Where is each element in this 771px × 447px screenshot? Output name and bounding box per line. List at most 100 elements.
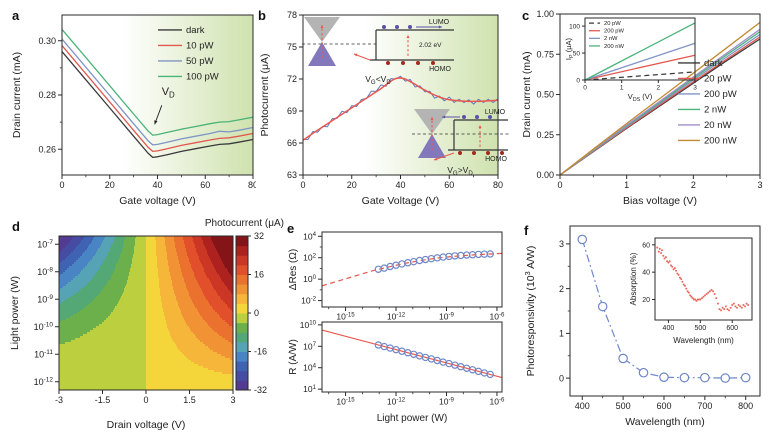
svg-text:10-12: 10-12 [34, 377, 54, 387]
svg-text:1.5: 1.5 [183, 395, 196, 405]
svg-text:0: 0 [300, 180, 305, 190]
svg-text:1.00: 1.00 [536, 9, 554, 19]
svg-text:500: 500 [616, 401, 631, 411]
svg-text:10-15: 10-15 [336, 311, 355, 321]
svg-text:500: 500 [694, 325, 706, 332]
svg-text:100: 100 [303, 274, 316, 284]
svg-text:-32: -32 [254, 385, 267, 395]
svg-text:Photocurrent (μA): Photocurrent (μA) [205, 218, 284, 229]
svg-text:LUMO: LUMO [485, 109, 506, 116]
panel-label-b: b [258, 8, 266, 23]
svg-text:0.75: 0.75 [536, 49, 554, 59]
svg-text:ΔRes (Ω): ΔRes (Ω) [288, 249, 299, 290]
svg-text:400: 400 [663, 325, 675, 332]
svg-text:0: 0 [576, 77, 580, 84]
svg-text:Gate Voltage (V): Gate Voltage (V) [362, 195, 440, 207]
svg-text:10-11: 10-11 [34, 349, 53, 359]
svg-text:VG>VD: VG>VD [447, 165, 473, 177]
svg-text:60: 60 [642, 242, 650, 249]
panel-label-f: f [524, 223, 529, 238]
svg-text:Light power (W): Light power (W) [377, 413, 448, 424]
svg-text:104: 104 [303, 362, 316, 372]
svg-text:Gate voltage (V): Gate voltage (V) [119, 195, 195, 207]
svg-text:20 nW: 20 nW [704, 120, 731, 131]
svg-text:600: 600 [726, 325, 738, 332]
svg-text:72: 72 [287, 74, 297, 84]
svg-text:100: 100 [569, 23, 580, 30]
svg-text:20 pW: 20 pW [604, 21, 621, 27]
svg-text:0: 0 [583, 85, 587, 92]
svg-text:2: 2 [691, 180, 696, 190]
svg-text:40: 40 [395, 180, 405, 190]
svg-text:200 pW: 200 pW [604, 29, 625, 35]
svg-text:0.30: 0.30 [38, 36, 56, 46]
svg-text:10-6: 10-6 [490, 396, 506, 406]
svg-text:1: 1 [559, 329, 564, 339]
svg-text:1: 1 [624, 180, 629, 190]
panel-e-loglog-charts: 10-15 10-12 10-9 10-6 10-2 100 102 104 ΔRes (Ω) 1… [288, 231, 506, 424]
svg-text:63: 63 [287, 170, 297, 180]
svg-text:200 nW: 200 nW [704, 136, 737, 147]
svg-text:2 nW: 2 nW [704, 105, 726, 116]
svg-text:10-9: 10-9 [439, 396, 455, 406]
svg-text:101: 101 [303, 384, 316, 394]
svg-text:10-12: 10-12 [387, 311, 406, 321]
svg-text:0.00: 0.00 [536, 170, 554, 180]
svg-text:Photocurrent (μA): Photocurrent (μA) [259, 53, 271, 136]
svg-text:10-2: 10-2 [301, 295, 317, 305]
svg-text:dark: dark [186, 25, 205, 36]
svg-text:VDS (V): VDS (V) [628, 92, 653, 103]
svg-text:Drain voltage (V): Drain voltage (V) [107, 419, 186, 431]
svg-text:60: 60 [200, 180, 210, 190]
svg-text:IP (μA): IP (μA) [564, 37, 575, 60]
svg-text:VG<VD: VG<VD [365, 74, 391, 86]
svg-text:80: 80 [248, 180, 256, 190]
svg-text:700: 700 [697, 401, 712, 411]
svg-text:10-10: 10-10 [34, 322, 54, 332]
svg-text:VD: VD [162, 86, 175, 100]
svg-text:0: 0 [143, 395, 148, 405]
svg-text:50: 50 [573, 50, 581, 57]
svg-text:2: 2 [657, 85, 661, 92]
svg-text:20: 20 [642, 297, 650, 304]
svg-text:0.26: 0.26 [38, 144, 56, 154]
svg-text:Photoresponsivity (103 A/W): Photoresponsivity (103 A/W) [524, 246, 537, 377]
svg-text:10-7: 10-7 [37, 239, 53, 249]
svg-text:0: 0 [59, 180, 64, 190]
svg-text:LUMO: LUMO [429, 19, 450, 26]
svg-text:107: 107 [303, 341, 316, 351]
svg-text:Drain current (mA): Drain current (mA) [521, 51, 533, 137]
panel-label-a: a [12, 8, 20, 23]
svg-text:10-15: 10-15 [336, 396, 355, 406]
svg-text:0.28: 0.28 [38, 90, 56, 100]
svg-text:800: 800 [738, 401, 753, 411]
svg-text:66: 66 [287, 138, 297, 148]
svg-text:0: 0 [559, 373, 564, 383]
panel-b-photocurrent-chart: 0 20 40 60 80 63 66 69 72 75 78 Gate Voltage (V) Pho… [259, 10, 510, 207]
svg-text:100 pW: 100 pW [186, 72, 219, 83]
svg-text:-1.5: -1.5 [95, 395, 111, 405]
svg-text:102: 102 [303, 252, 316, 262]
svg-text:0: 0 [254, 308, 259, 318]
panel-d-photocurrent-heatmap: -3 -1.5 0 1.5 3 10-7 10-8 10-9 10-10 10-11 10-12 Dr… [9, 218, 284, 431]
svg-text:3: 3 [757, 180, 762, 190]
svg-text:400: 400 [575, 401, 590, 411]
panel-label-e: e [287, 221, 295, 236]
svg-text:Absorption (%): Absorption (%) [629, 252, 638, 305]
svg-text:3: 3 [559, 239, 564, 249]
svg-text:80: 80 [493, 180, 503, 190]
svg-text:78: 78 [287, 10, 297, 20]
svg-text:32: 32 [254, 231, 264, 241]
svg-text:-3: -3 [55, 395, 63, 405]
svg-text:20 pW: 20 pW [704, 74, 731, 85]
svg-text:600: 600 [656, 401, 671, 411]
svg-text:R (A/W): R (A/W) [288, 339, 299, 375]
svg-text:200 nW: 200 nW [604, 44, 625, 50]
svg-text:3: 3 [693, 85, 697, 92]
svg-text:1010: 1010 [300, 320, 317, 330]
svg-text:16: 16 [254, 270, 264, 280]
svg-text:2 nW: 2 nW [604, 36, 618, 42]
panel-c-output-curve-chart: 0 1 2 3 0.00 0.25 0.50 0.75 1.00 Bias voltage (V)… [521, 9, 763, 207]
svg-text:-16: -16 [254, 347, 267, 357]
svg-text:20: 20 [105, 180, 115, 190]
